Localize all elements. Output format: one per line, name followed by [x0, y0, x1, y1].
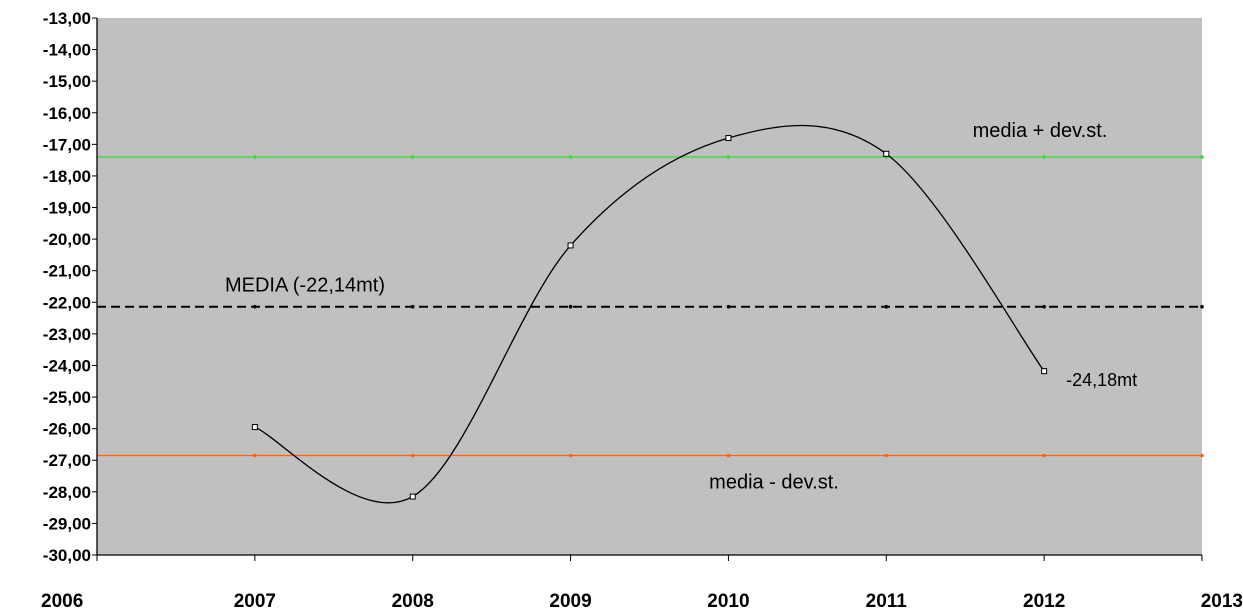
reference-marker — [253, 304, 257, 309]
y-tick-label: -23,00 — [43, 325, 91, 344]
data-point — [1041, 368, 1048, 375]
y-tick-label: -24,00 — [43, 356, 91, 375]
y-tick-label: -19,00 — [43, 199, 91, 218]
y-tick-label: -26,00 — [43, 420, 91, 439]
reference-marker — [1200, 155, 1204, 159]
data-point — [725, 135, 732, 142]
reference-marker — [253, 155, 257, 159]
reference-marker — [410, 453, 415, 458]
y-tick-label: -18,00 — [43, 167, 91, 186]
x-tick-label: 2012 — [1023, 591, 1065, 612]
reference-marker — [1042, 304, 1046, 309]
y-tick-label: -28,00 — [43, 483, 91, 502]
data-point — [883, 150, 890, 157]
x-tick-label: 2006 — [41, 591, 83, 612]
series-layer — [251, 124, 1048, 504]
y-tick-label: -25,00 — [43, 388, 91, 407]
reference-line-label: media - dev.st. — [709, 471, 839, 493]
y-axis-ticks: -13,00 -14,00 -15,00 -16,00 -17,00 -18,00 -19,… — [43, 9, 97, 565]
y-tick-label: -16,00 — [43, 104, 91, 123]
reference-marker — [1200, 304, 1204, 309]
reference-marker — [253, 453, 257, 458]
x-tick-label: 2011 — [866, 591, 908, 612]
x-axis-ticks: 2006 2007 2008 2009 2010 2011 2012 2013 — [41, 555, 1243, 612]
y-tick-label: -15,00 — [43, 72, 91, 91]
reference-lines — [97, 155, 1204, 458]
y-tick-label: -20,00 — [43, 230, 91, 249]
axes — [96, 18, 1202, 556]
annotations: media + dev.st. MEDIA (-22,14mt) media - d… — [225, 120, 1137, 494]
reference-line-label: media + dev.st. — [973, 120, 1108, 142]
reference-marker — [726, 304, 731, 309]
y-tick-label: -14,00 — [43, 41, 91, 60]
reference-marker — [884, 304, 889, 309]
reference-line-label: MEDIA (-22,14mt) — [225, 275, 385, 297]
y-tick-label: -21,00 — [43, 262, 91, 281]
reference-marker — [1042, 453, 1046, 458]
reference-marker — [568, 453, 573, 458]
y-tick-label: -30,00 — [43, 546, 91, 565]
x-tick-label: 2009 — [549, 591, 591, 612]
reference-marker — [568, 155, 573, 159]
reference-marker — [1042, 155, 1046, 159]
reference-marker — [726, 453, 731, 458]
series-line — [254, 124, 1045, 504]
point-annotation: -24,18mt — [1066, 370, 1137, 390]
y-tick-label: -29,00 — [43, 514, 91, 533]
data-point — [409, 493, 416, 500]
y-tick-label: -13,00 — [43, 9, 91, 28]
reference-marker — [568, 304, 573, 309]
reference-marker — [1200, 453, 1204, 458]
data-point — [251, 424, 258, 431]
plot-area — [97, 18, 1202, 555]
reference-marker — [726, 155, 731, 159]
x-tick-label: 2010 — [707, 591, 749, 612]
y-tick-label: -27,00 — [43, 451, 91, 470]
reference-marker — [884, 453, 889, 458]
x-tick-label: 2007 — [234, 591, 276, 612]
data-point — [567, 242, 574, 249]
reference-marker — [410, 155, 415, 159]
y-tick-label: -17,00 — [43, 135, 91, 154]
y-tick-label: -22,00 — [43, 293, 91, 312]
reference-marker — [410, 304, 415, 309]
x-tick-label: 2008 — [392, 591, 434, 612]
x-tick-label: 2013 — [1201, 591, 1243, 612]
